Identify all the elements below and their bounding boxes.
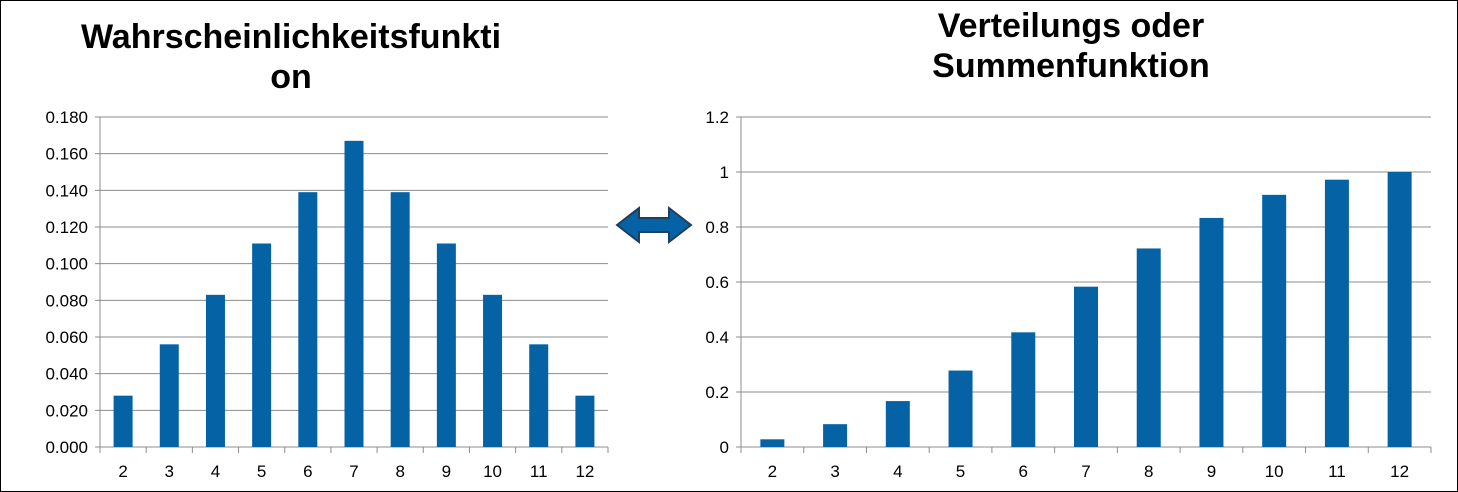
right-chart-title-line1: Verteilungs oder xyxy=(937,7,1205,45)
right-bar-11 xyxy=(1324,179,1349,447)
right-y-tick-label: 0.6 xyxy=(705,273,729,292)
left-y-tick-label: 0.040 xyxy=(45,365,88,384)
left-y-tick-label: 0.140 xyxy=(45,181,88,200)
left-x-tick-label: 8 xyxy=(395,462,404,481)
right-bar-4 xyxy=(885,401,910,447)
right-y-tick-label: 0.2 xyxy=(705,383,729,402)
left-x-tick-label: 12 xyxy=(575,462,594,481)
left-x-tick-label: 10 xyxy=(483,462,502,481)
right-y-tick-label: 0 xyxy=(720,438,729,457)
right-chart: 0 0.2 0.4 0.6 0.8 1 1.2 2 3 4 5 6 7 8 9 10 11 12 xyxy=(705,108,1432,481)
right-bar-2 xyxy=(760,439,785,447)
right-y-tick-label: 0.4 xyxy=(705,328,729,347)
left-chart-title-line2: on xyxy=(270,58,312,96)
left-x-tick-label: 9 xyxy=(442,462,451,481)
left-y-tick-label: 0.000 xyxy=(45,438,88,457)
left-x-tick-label: 4 xyxy=(211,462,220,481)
right-bar-6 xyxy=(1011,332,1036,447)
right-bar-9 xyxy=(1199,217,1224,447)
double-arrow-icon xyxy=(615,205,693,245)
right-x-tick-label: 8 xyxy=(1144,462,1153,481)
left-bar-10 xyxy=(483,294,503,447)
right-chart-title-line2: Summenfunktion xyxy=(932,47,1210,85)
right-x-tick-label: 11 xyxy=(1328,462,1346,481)
left-x-tick-label: 7 xyxy=(349,462,358,481)
right-x-tick-label: 3 xyxy=(830,462,839,481)
left-bar-2 xyxy=(113,395,133,447)
left-x-tick-label: 6 xyxy=(303,462,312,481)
left-bar-6 xyxy=(298,192,318,447)
left-bar-7 xyxy=(344,140,364,448)
left-chart-title-line1: Wahrscheinlichkeitsfunkti xyxy=(80,18,502,56)
left-y-tick-label: 0.060 xyxy=(45,328,88,347)
right-x-tick-label: 2 xyxy=(768,462,777,481)
right-x-tick-label: 4 xyxy=(893,462,902,481)
right-bar-5 xyxy=(948,370,973,447)
left-x-tick-label: 3 xyxy=(165,462,174,481)
left-bar-12 xyxy=(575,395,595,447)
left-bar-9 xyxy=(436,243,456,447)
right-y-tick-label: 1.2 xyxy=(705,108,729,127)
left-bar-11 xyxy=(529,344,549,447)
right-x-tick-label: 10 xyxy=(1265,462,1284,481)
right-chart-title: Verteilungs oder Summenfunktion xyxy=(881,6,1261,86)
right-x-tick-label: 9 xyxy=(1207,462,1216,481)
right-bar-7 xyxy=(1074,286,1098,447)
right-bar-10 xyxy=(1262,194,1287,447)
left-y-tick-label: 0.100 xyxy=(45,255,88,274)
right-x-tick-label: 7 xyxy=(1081,462,1090,481)
left-y-tick-label: 0.180 xyxy=(45,108,88,127)
left-bar-4 xyxy=(205,294,225,447)
right-x-tick-label: 6 xyxy=(1019,462,1028,481)
left-y-tick-label: 0.160 xyxy=(45,145,88,164)
left-y-tick-label: 0.120 xyxy=(45,218,88,237)
right-y-tick-label: 0.8 xyxy=(705,218,729,237)
left-x-tick-label: 2 xyxy=(118,462,127,481)
left-y-tick-label: 0.080 xyxy=(45,291,88,310)
left-chart: 0.000 0.020 0.040 0.060 0.080 0.100 0.120 0.140… xyxy=(45,108,609,481)
right-x-tick-label: 5 xyxy=(956,462,965,481)
right-y-tick-label: 1 xyxy=(720,163,729,182)
left-chart-title: Wahrscheinlichkeitsfunkti on xyxy=(41,17,541,97)
right-bar-3 xyxy=(823,424,848,447)
left-bar-8 xyxy=(390,192,410,447)
left-x-tick-label: 5 xyxy=(257,462,266,481)
left-bar-5 xyxy=(252,243,272,447)
left-bar-3 xyxy=(159,344,179,447)
right-bar-8 xyxy=(1136,248,1161,447)
left-y-tick-label: 0.020 xyxy=(45,401,88,420)
left-x-tick-label: 11 xyxy=(530,462,548,481)
right-bar-12 xyxy=(1387,172,1412,447)
right-x-tick-label: 12 xyxy=(1390,462,1409,481)
